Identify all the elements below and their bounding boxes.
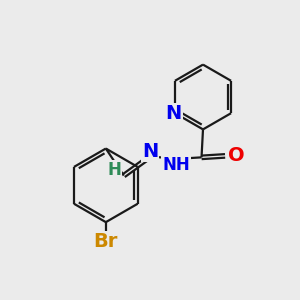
Text: N: N <box>142 142 158 161</box>
Text: H: H <box>107 161 121 179</box>
Text: N: N <box>165 104 182 123</box>
Text: O: O <box>228 146 245 165</box>
Text: NH: NH <box>162 156 190 174</box>
Text: Br: Br <box>94 232 118 251</box>
